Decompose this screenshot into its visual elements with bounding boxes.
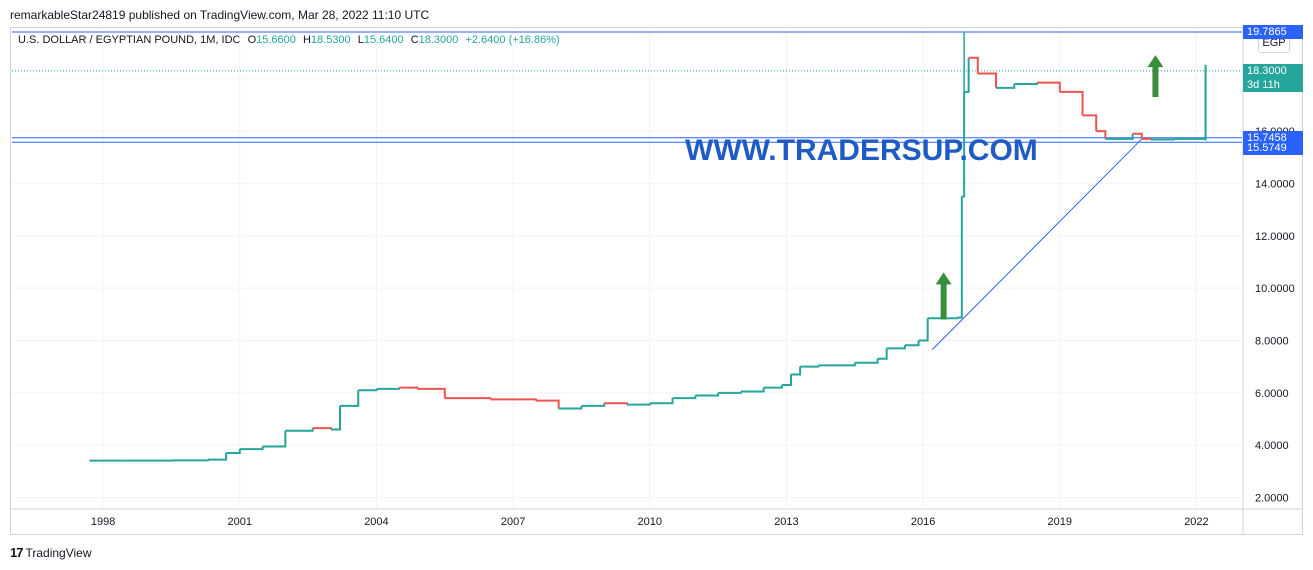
y-tick-label: 8.0000	[1255, 335, 1289, 347]
y-tick-label: 4.0000	[1255, 440, 1289, 452]
series-segment	[968, 56, 979, 74]
series-segment	[285, 428, 314, 432]
y-tick-label: 6.0000	[1255, 388, 1289, 400]
legend-close-value: 18.3000	[418, 34, 459, 46]
legend-close-label: C	[410, 34, 419, 46]
y-tick-label: 12.0000	[1255, 231, 1295, 243]
trendline	[931, 138, 1143, 350]
x-tick-label: 2004	[364, 516, 388, 528]
series-segment	[312, 427, 332, 430]
legend-low-label: L	[357, 34, 364, 46]
series-segment	[1014, 82, 1038, 85]
series-segment	[763, 384, 783, 389]
series-segment	[1037, 81, 1061, 92]
series-segment	[239, 446, 264, 451]
series-segment	[877, 348, 888, 360]
price-tag-last: 18.3000	[1243, 63, 1303, 78]
legend-open-value: 15.6600	[256, 34, 296, 46]
chart-frame[interactable]	[10, 27, 1303, 535]
series-segment	[1132, 132, 1143, 139]
series-segment	[945, 317, 959, 320]
y-tick-label: 10.0000	[1255, 283, 1295, 295]
series-segment	[996, 83, 1016, 89]
up-arrow-icon	[935, 272, 952, 320]
y-tick-label: 2.0000	[1255, 493, 1289, 505]
price-series	[89, 31, 1207, 462]
series-segment	[340, 390, 360, 407]
trendline-group	[931, 138, 1143, 350]
legend-symbol[interactable]: U.S. DOLLAR / EGYPTIAN POUND, 1M, IDC	[18, 34, 241, 46]
series-segment	[1141, 137, 1152, 140]
tradingview-brand: TradingView	[25, 545, 92, 560]
tradingview-logo-mark: 17	[10, 545, 24, 560]
series-segment	[672, 395, 697, 400]
series-segment	[904, 340, 920, 347]
series-segment	[581, 403, 606, 407]
x-tick-label: 2022	[1184, 516, 1208, 528]
x-tick-label: 2010	[638, 516, 662, 528]
publisher-line: remarkableStar24819 published on Trading…	[10, 8, 430, 22]
series-segment	[964, 57, 970, 93]
series-segment	[957, 196, 963, 319]
x-tick-label: 2001	[228, 516, 252, 528]
legend-high-label: H	[302, 34, 311, 46]
series-segment	[818, 362, 856, 367]
series-segment	[1059, 90, 1084, 116]
series-segment	[695, 392, 720, 397]
x-tick-label: 2019	[1048, 516, 1072, 528]
series-segment	[886, 345, 906, 350]
series-segment	[918, 318, 929, 342]
series-segment	[1119, 133, 1134, 140]
price-tag-countdown: 3d 11h	[1243, 77, 1303, 92]
series-segment	[1150, 138, 1175, 141]
series-segment	[535, 399, 560, 409]
legend-open-label: O	[247, 34, 257, 46]
y-tick-label: 14.0000	[1255, 178, 1295, 190]
x-tick-label: 1998	[91, 516, 115, 528]
series-segment	[358, 388, 378, 392]
series-segment	[171, 459, 209, 462]
series-segment	[604, 402, 628, 405]
x-tick-label: 2013	[774, 516, 798, 528]
price-tag-resistance: 19.7865	[1243, 24, 1303, 39]
series-segment	[444, 397, 492, 400]
chart-grid	[12, 29, 1242, 508]
legend-low-value: 15.6400	[363, 34, 404, 46]
legend-change-value: +2.6400 (+16.86%)	[465, 34, 560, 46]
price-tag-support-low: 15.5749	[1243, 141, 1303, 156]
up-arrow-icon	[1147, 55, 1164, 98]
series-segment	[977, 72, 997, 88]
x-tick-label: 2016	[911, 516, 935, 528]
series-segment	[376, 387, 401, 390]
series-segment	[781, 374, 792, 386]
series-segment	[740, 387, 765, 393]
series-segment	[1082, 114, 1098, 132]
series-segment	[399, 386, 419, 389]
series-segment	[262, 430, 287, 448]
watermark-text: WWW.TRADERSUP.COM	[685, 134, 1038, 167]
legend-high-value: 18.5300	[310, 34, 351, 46]
chart-legend: U.S. DOLLAR / EGYPTIAN POUND, 1M, IDC O1…	[18, 34, 560, 46]
series-segment	[226, 449, 241, 455]
series-segment	[627, 403, 651, 406]
series-segment	[417, 387, 446, 399]
x-tick-label: 2007	[501, 516, 525, 528]
series-segment	[649, 398, 674, 405]
series-segment	[1096, 130, 1107, 139]
series-segment	[718, 391, 742, 394]
series-segment	[330, 405, 341, 431]
series-segment	[854, 358, 879, 364]
series-segment	[207, 453, 228, 461]
tradingview-logo[interactable]: 17 TradingView	[10, 545, 92, 560]
arrow-annotations	[935, 55, 1164, 320]
series-segment	[800, 365, 820, 368]
series-segment	[791, 366, 802, 376]
x-axis-ticks: 1998 2001 2004 2007 2010 2013 2016 2019 2022	[91, 516, 1209, 528]
horizontal-lines	[12, 31, 1242, 143]
series-segment	[558, 405, 583, 410]
